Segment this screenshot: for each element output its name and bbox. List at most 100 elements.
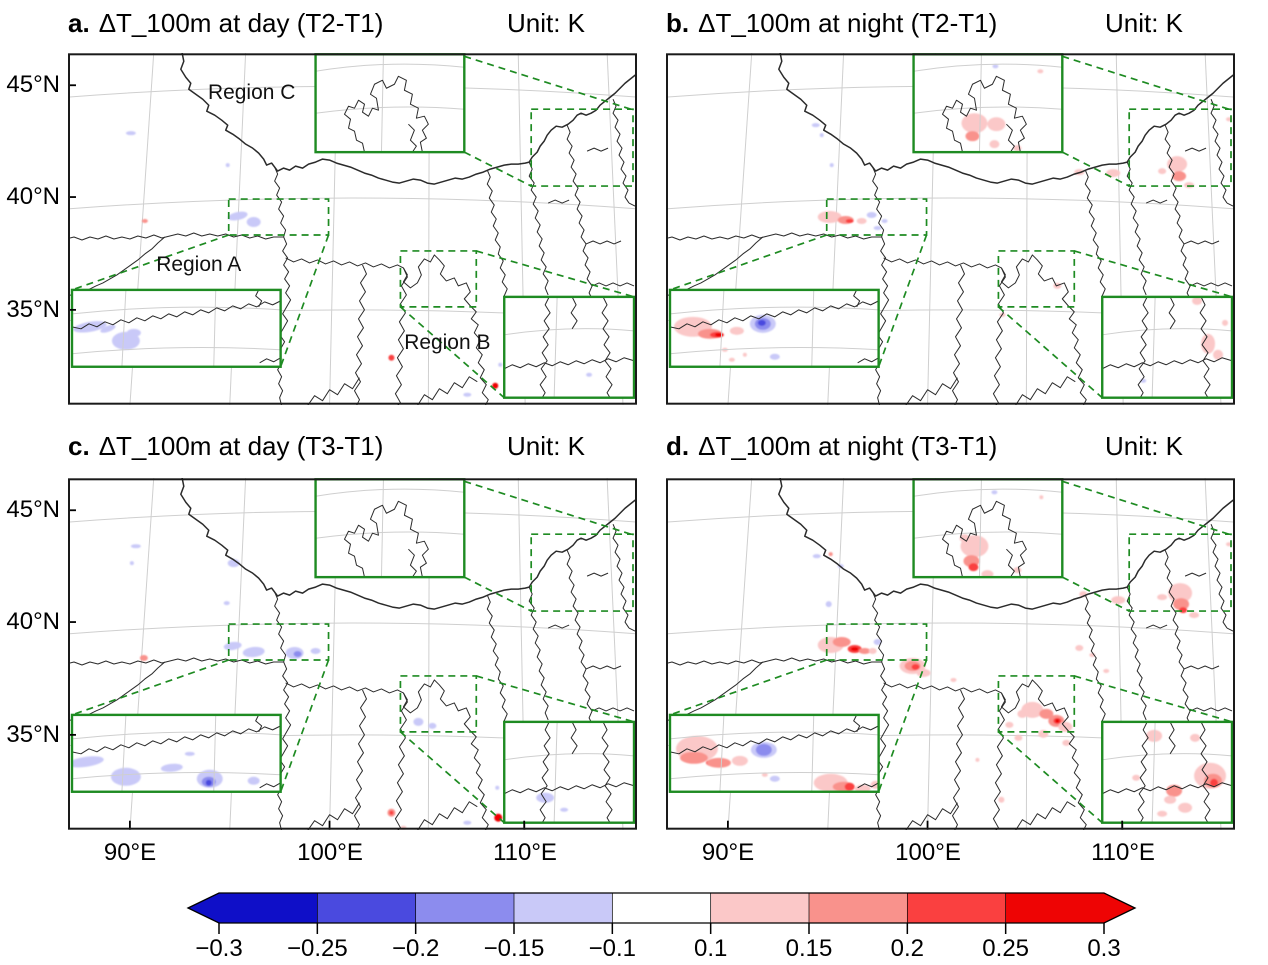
callout-line xyxy=(1061,151,1130,187)
region-c-source-box xyxy=(1128,108,1232,187)
anomaly-blob xyxy=(413,717,424,726)
panel-a-unit: Unit: K xyxy=(506,8,585,38)
callout-line xyxy=(1074,675,1233,723)
anomaly-blob xyxy=(866,212,877,219)
y-axis-label-35n: 35°N xyxy=(6,296,60,323)
anomaly-blob xyxy=(987,117,1006,132)
colorbar-segment xyxy=(612,893,712,923)
anomaly-blob xyxy=(498,362,503,367)
panel-a-letter: a. xyxy=(68,8,90,38)
anomaly-blob xyxy=(1017,709,1028,718)
region-b-inset-box xyxy=(503,295,636,399)
anomaly-blob xyxy=(246,217,261,228)
anomaly-blob xyxy=(992,64,999,69)
panel-frame xyxy=(666,478,1235,830)
anomaly-blob xyxy=(858,648,871,654)
y-axis-label-35n-row2: 35°N xyxy=(6,721,60,748)
anomaly-blob xyxy=(586,372,593,377)
anomaly-blob xyxy=(1013,567,1022,574)
panel-c-letter: c. xyxy=(68,431,90,461)
anomaly-blob xyxy=(184,751,195,756)
region-a-source-box xyxy=(227,198,330,236)
anomaly-blob xyxy=(1157,810,1168,817)
anomaly-blob xyxy=(310,648,321,654)
anomaly-blob xyxy=(1222,319,1229,326)
colorbar-segment xyxy=(710,893,810,923)
anomaly-blob xyxy=(965,131,980,142)
y-axis-label-45n-row2: 45°N xyxy=(6,496,60,523)
panel-c-map xyxy=(68,478,637,830)
anomaly-blob xyxy=(1192,296,1203,305)
panel-c-title-label: ΔT_100m at day (T3-T1) xyxy=(98,431,384,461)
anomaly-blob xyxy=(761,772,768,777)
region-a-source-box xyxy=(825,623,928,661)
callout-line xyxy=(877,234,928,368)
anomaly-blob xyxy=(1179,607,1188,614)
y-axis-label-40n: 40°N xyxy=(6,183,60,210)
region-c-source-box xyxy=(530,533,634,612)
panel-a-map: Region C Region A Region B xyxy=(68,53,637,405)
anomaly-blob xyxy=(463,392,472,397)
callout-line xyxy=(399,731,505,824)
anomaly-blob xyxy=(225,163,230,168)
anomaly-blob xyxy=(856,218,867,225)
colorbar-segment xyxy=(907,893,1007,923)
region-c-source-box xyxy=(1128,533,1232,612)
anomaly-blob xyxy=(388,354,395,361)
anomaly-blob xyxy=(1111,596,1126,605)
region-a-inset-box xyxy=(668,288,880,368)
anomaly-blob xyxy=(160,763,183,772)
colorbar-segment xyxy=(809,893,908,923)
colorbar-tick-label: 0.15 xyxy=(786,935,833,962)
colorbar-segment xyxy=(1005,893,1105,923)
region-b-source-box xyxy=(997,675,1076,733)
anomaly-blob xyxy=(728,357,735,362)
colorbar-tick-label: −0.25 xyxy=(287,935,348,962)
anomaly-blob xyxy=(130,544,141,549)
x-axis-label-90e-c: 90°E xyxy=(103,839,157,866)
anomaly-blob xyxy=(536,792,555,803)
callout-line xyxy=(877,659,928,793)
anomaly-blob xyxy=(492,382,499,389)
anomaly-blob xyxy=(1039,708,1054,719)
colorbar-tick-label: 0.25 xyxy=(982,935,1029,962)
anomaly-blob xyxy=(1062,739,1071,746)
y-axis-label-45n: 45°N xyxy=(6,71,60,98)
anomaly-blob xyxy=(1055,718,1060,723)
anomaly-blob xyxy=(819,133,824,138)
region-a-source-box xyxy=(825,198,928,236)
anomaly-blob xyxy=(1157,594,1168,601)
anomaly-blob xyxy=(1210,778,1219,787)
panel-frame xyxy=(68,478,637,830)
anomaly-blob xyxy=(844,782,855,791)
colorbar-tick-label: 0.3 xyxy=(1087,935,1120,962)
anomaly-blob xyxy=(961,113,988,134)
anomaly-blob xyxy=(227,211,248,221)
panel-a-title-label: ΔT_100m at day (T2-T1) xyxy=(98,8,384,38)
anomaly-blob xyxy=(428,722,437,729)
panel-b-unit: Unit: K xyxy=(1104,8,1183,38)
anomaly-blob xyxy=(129,561,134,566)
anomaly-blob xyxy=(1106,169,1121,178)
x-axis-label-100e-d: 100°E xyxy=(895,839,961,866)
anomaly-blob xyxy=(1158,168,1167,175)
colorbar-left-arrow xyxy=(188,893,219,923)
colorbar: −0.3 −0.25 −0.2 −0.15 −0.1 0.1 0.15 0.2 0.25 0.3 xyxy=(186,892,1137,962)
anomaly-blob xyxy=(757,319,766,326)
colorbar-segment xyxy=(317,893,417,923)
anomaly-blob xyxy=(100,324,116,333)
callout-line xyxy=(463,576,532,612)
region-a-inset-box xyxy=(70,713,282,793)
region-a-inset-box xyxy=(668,713,880,793)
callout-line xyxy=(476,250,635,298)
callout-line xyxy=(464,480,632,536)
callout-line xyxy=(669,659,827,716)
colorbar-segment xyxy=(219,893,318,923)
anomaly-blob xyxy=(139,654,148,661)
anomaly-blob xyxy=(247,776,260,785)
anomaly-blob xyxy=(829,163,834,168)
panel-d-title: d. ΔT_100m at night (T3-T1) Unit: K xyxy=(666,431,1235,462)
callout-line xyxy=(669,234,827,291)
anomaly-blob xyxy=(989,140,1000,149)
